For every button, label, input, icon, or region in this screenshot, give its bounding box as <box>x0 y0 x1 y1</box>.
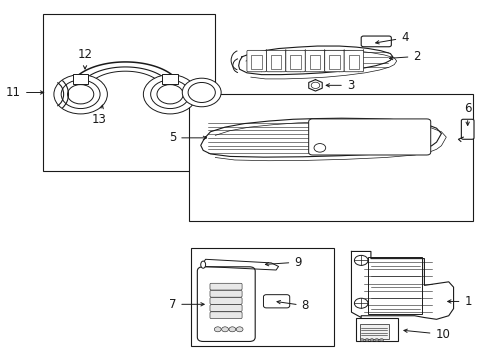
Polygon shape <box>351 251 453 319</box>
Circle shape <box>374 339 378 342</box>
Circle shape <box>61 80 100 109</box>
Bar <box>270 55 281 68</box>
Bar <box>368 257 421 314</box>
Text: 2: 2 <box>388 50 420 63</box>
FancyBboxPatch shape <box>246 50 266 72</box>
FancyBboxPatch shape <box>361 36 390 47</box>
FancyBboxPatch shape <box>266 50 285 72</box>
Text: 12: 12 <box>78 49 92 69</box>
Text: 1: 1 <box>447 295 471 308</box>
Circle shape <box>360 339 364 342</box>
FancyBboxPatch shape <box>209 297 242 304</box>
Text: 13: 13 <box>91 105 106 126</box>
Bar <box>328 55 339 68</box>
FancyBboxPatch shape <box>197 267 255 342</box>
FancyBboxPatch shape <box>209 312 242 319</box>
Circle shape <box>365 339 368 342</box>
FancyBboxPatch shape <box>263 295 289 308</box>
FancyBboxPatch shape <box>344 50 363 72</box>
Bar <box>191 248 334 346</box>
Circle shape <box>67 85 94 104</box>
FancyBboxPatch shape <box>460 119 473 139</box>
Circle shape <box>354 298 367 308</box>
Polygon shape <box>203 259 278 270</box>
Circle shape <box>228 327 235 332</box>
Circle shape <box>182 78 221 107</box>
Text: 3: 3 <box>325 79 353 92</box>
Bar <box>251 55 262 68</box>
Bar <box>162 74 178 84</box>
Circle shape <box>143 75 197 114</box>
Circle shape <box>157 85 183 104</box>
FancyBboxPatch shape <box>305 50 324 72</box>
Circle shape <box>150 80 189 109</box>
Text: 4: 4 <box>375 31 408 44</box>
Text: 11: 11 <box>6 86 43 99</box>
Bar <box>359 324 388 339</box>
FancyBboxPatch shape <box>324 50 344 72</box>
Text: 6: 6 <box>463 102 470 125</box>
Bar <box>309 55 320 68</box>
Text: 10: 10 <box>403 328 449 341</box>
FancyBboxPatch shape <box>308 119 430 155</box>
Circle shape <box>369 339 373 342</box>
Circle shape <box>188 82 215 103</box>
Text: 9: 9 <box>265 256 301 269</box>
Text: 8: 8 <box>276 299 308 312</box>
Circle shape <box>236 327 243 332</box>
Bar <box>348 55 359 68</box>
Bar <box>42 14 215 171</box>
FancyBboxPatch shape <box>209 283 242 290</box>
Circle shape <box>310 82 319 89</box>
FancyBboxPatch shape <box>209 291 242 297</box>
Circle shape <box>214 327 221 332</box>
Circle shape <box>221 327 228 332</box>
Circle shape <box>54 75 107 114</box>
FancyBboxPatch shape <box>209 305 242 311</box>
Bar <box>73 74 88 84</box>
Text: 5: 5 <box>168 131 206 144</box>
Bar <box>188 94 472 221</box>
Circle shape <box>313 144 325 152</box>
Bar <box>289 55 300 68</box>
Circle shape <box>354 255 367 265</box>
Ellipse shape <box>201 261 205 268</box>
Polygon shape <box>201 118 441 157</box>
Text: 7: 7 <box>168 298 204 311</box>
FancyBboxPatch shape <box>285 50 305 72</box>
Bar <box>356 318 397 342</box>
Circle shape <box>379 339 383 342</box>
